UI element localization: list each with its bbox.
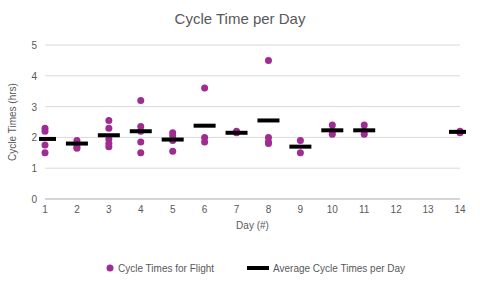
point — [42, 128, 49, 135]
x-tick-label: 1 — [42, 204, 48, 215]
y-tick-label: 1 — [31, 163, 37, 174]
point — [42, 149, 49, 156]
background — [0, 0, 480, 285]
point — [73, 145, 80, 152]
x-tick-label: 14 — [454, 204, 466, 215]
point — [105, 125, 112, 132]
grid-line — [45, 75, 460, 76]
average-marker — [226, 131, 248, 135]
point — [297, 149, 304, 156]
point — [201, 139, 208, 146]
x-tick-label: 5 — [170, 204, 176, 215]
x-tick-label: 11 — [359, 204, 370, 215]
average-marker — [194, 124, 216, 128]
x-tick-label: 2 — [74, 204, 80, 215]
point — [265, 57, 272, 64]
legend-label: Average Cycle Times per Day — [273, 263, 405, 274]
title: Cycle Time per Day — [175, 10, 306, 27]
legend: Cycle Times for Flight Average Cycle Time… — [107, 263, 406, 274]
x-tick-label: 10 — [327, 204, 339, 215]
point — [361, 122, 368, 129]
y-axis-title: Cycle Times (hrs) — [7, 83, 18, 161]
grid-line — [45, 168, 460, 169]
grid-line — [45, 199, 460, 200]
x-tick-label: 12 — [391, 204, 403, 215]
y-tick-label: 5 — [31, 40, 37, 51]
average-marker — [162, 138, 184, 142]
legend-symbol — [107, 265, 114, 272]
average-marker — [66, 142, 88, 146]
average-marker — [130, 129, 152, 133]
point — [137, 149, 144, 156]
plot-area — [39, 57, 466, 156]
point — [297, 137, 304, 144]
average-marker — [321, 128, 343, 132]
point — [329, 122, 336, 129]
x-tick-label: 6 — [202, 204, 208, 215]
x-tick-label: 9 — [298, 204, 304, 215]
x-axis-line — [45, 199, 460, 200]
grid-line — [45, 106, 460, 107]
point — [137, 97, 144, 104]
chart: Cycle Time per Day0123451234567891011121… — [0, 0, 480, 285]
point — [105, 143, 112, 150]
average-marker — [39, 137, 56, 141]
x-tick-label: 7 — [234, 204, 240, 215]
x-tick-label: 8 — [266, 204, 272, 215]
point — [169, 148, 176, 155]
y-tick-label: 4 — [31, 71, 37, 82]
grid-line — [45, 45, 460, 46]
point — [42, 142, 49, 149]
y-tick-label: 3 — [31, 102, 37, 113]
y-tick-label: 2 — [31, 132, 37, 143]
point — [201, 85, 208, 92]
point — [105, 117, 112, 124]
average-marker — [289, 145, 311, 149]
x-axis-title: Day (#) — [236, 220, 269, 231]
average-marker — [449, 130, 466, 134]
x-tick-label: 4 — [138, 204, 144, 215]
legend-symbol — [247, 266, 269, 270]
average-marker — [257, 118, 279, 122]
x-tick-label: 3 — [106, 204, 112, 215]
average-marker — [98, 133, 120, 137]
x-tick-label: 13 — [423, 204, 435, 215]
point — [137, 139, 144, 146]
y-tick-label: 0 — [31, 194, 37, 205]
legend-label: Cycle Times for Flight — [118, 263, 214, 274]
average-marker — [353, 128, 375, 132]
point — [265, 140, 272, 147]
